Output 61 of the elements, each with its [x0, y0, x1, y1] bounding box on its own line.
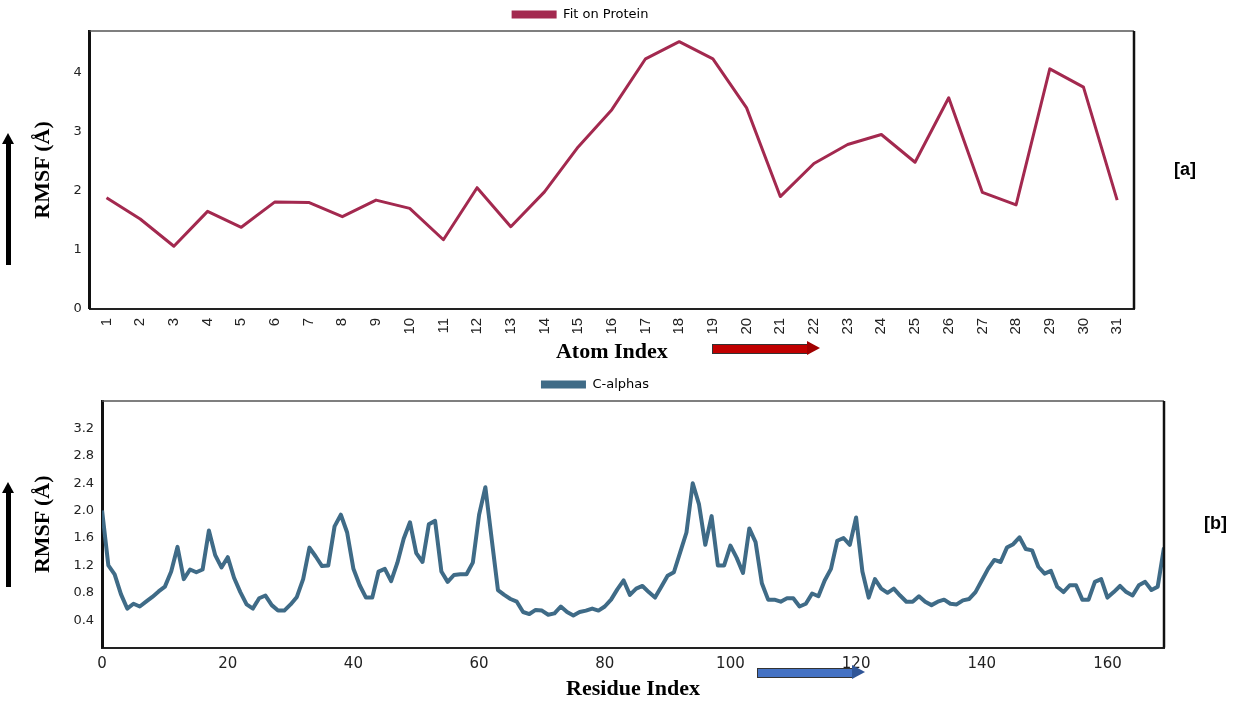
x-axis-title: Residue Index	[566, 675, 700, 701]
x-tick-label: 5	[231, 317, 249, 327]
y-axis-title: RMSF (Å)	[28, 121, 54, 219]
x-tick-label: 31	[1107, 317, 1125, 335]
y-tick-label: 0.8	[73, 584, 95, 600]
x-tick-label: 11	[433, 317, 451, 334]
x-tick-label: 60	[469, 654, 489, 673]
y-tick-label: 1	[73, 241, 82, 257]
x-tick-label: 18	[669, 317, 687, 335]
text: [a]	[1174, 158, 1196, 179]
x-tick-label: 25	[905, 317, 923, 335]
y-axis-title: RMSF (Å)	[28, 475, 54, 574]
x-tick-label: 21	[770, 317, 788, 335]
x-tick-label: 8	[332, 317, 350, 327]
x-tick-label: 23	[837, 317, 855, 335]
x-tick-label: 140	[967, 654, 997, 673]
y-tick-label: 2.0	[73, 501, 95, 517]
y-tick-label: 1.6	[73, 529, 95, 545]
x-tick-label: 19	[703, 317, 721, 335]
y-tick-label: 2.8	[73, 447, 95, 463]
x-tick-label: 9	[366, 317, 384, 327]
x-tick-label: 22	[804, 317, 822, 335]
x-tick-label: 4	[197, 317, 215, 327]
x-tick-label: 13	[500, 317, 518, 335]
y-tick-label: 3.2	[73, 419, 95, 435]
legend-label: C-alphas	[592, 375, 650, 391]
x-tick-label: 0	[97, 654, 107, 673]
y-tick-label: 0.4	[73, 611, 95, 627]
x-tick-label: 20	[736, 317, 754, 335]
x-tick-label: 6	[265, 317, 283, 327]
x-tick-label: 2	[130, 317, 148, 327]
x-tick-label: 26	[938, 317, 956, 335]
y-tick-label: 2	[73, 182, 82, 198]
x-tick-label: 3	[164, 317, 182, 327]
x-tick-label: 16	[601, 317, 619, 335]
y-tick-label: 3	[73, 122, 82, 138]
x-tick-label: 17	[635, 317, 653, 335]
x-tick-label: 120	[841, 654, 871, 673]
y-tick-label: 4	[73, 63, 82, 79]
x-tick-label: 29	[1039, 317, 1057, 335]
x-tick-label: 100	[716, 654, 745, 673]
x-tick-label: 20	[218, 654, 238, 673]
x-tick-label: 27	[972, 317, 990, 335]
y-tick-label: 2.4	[73, 474, 95, 490]
x-axis-title: Atom Index	[555, 338, 668, 364]
x-tick-label: 10	[399, 317, 417, 335]
legend-label: Fit on Protein	[563, 5, 649, 21]
x-tick-label: 30	[1073, 317, 1091, 335]
text: [b]	[1204, 513, 1227, 534]
y-tick-label: 0	[73, 300, 82, 316]
y-tick-label: 1.2	[73, 556, 95, 572]
x-tick-label: 15	[568, 317, 586, 335]
x-tick-label: 160	[1093, 654, 1122, 673]
x-tick-label: 24	[871, 317, 889, 335]
x-tick-label: 80	[595, 654, 615, 673]
x-tick-label: 28	[1006, 317, 1024, 335]
x-tick-label: 14	[534, 317, 552, 335]
x-tick-label: 7	[298, 317, 316, 327]
x-tick-label: 1	[96, 317, 114, 327]
x-tick-label: 12	[467, 317, 485, 335]
x-tick-label: 40	[343, 654, 363, 673]
